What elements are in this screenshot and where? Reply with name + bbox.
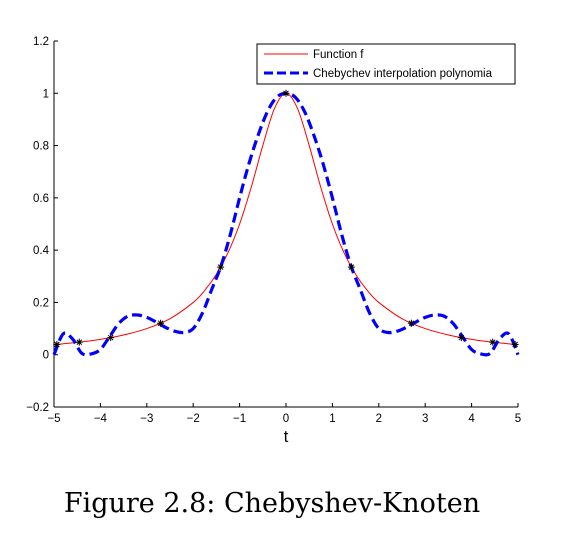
node-marker — [489, 338, 497, 346]
node-marker — [511, 340, 519, 348]
x-tick-label: −3 — [140, 413, 153, 425]
y-tick-label: 0.6 — [33, 193, 49, 205]
chart-legend: Function f Chebychev interpolation polyn… — [256, 43, 516, 85]
y-tick-label: 0 — [43, 350, 49, 362]
node-marker — [157, 319, 165, 327]
x-axis-label: t — [284, 427, 289, 446]
figure-caption: Figure 2.8: Chebyshev-Knoten — [64, 488, 480, 519]
node-marker — [347, 263, 355, 271]
y-tick-label: 0.4 — [33, 245, 50, 257]
x-tick-label: −5 — [47, 413, 60, 425]
node-marker — [53, 340, 61, 348]
node-marker — [107, 334, 115, 342]
y-tick-label: 1.2 — [33, 36, 49, 48]
x-tick-label: −4 — [94, 413, 108, 425]
x-tick-label: −1 — [233, 413, 246, 425]
node-marker — [75, 338, 83, 346]
node-marker — [282, 89, 290, 97]
tick-marks — [53, 40, 519, 408]
legend-box — [256, 43, 516, 85]
x-tick-label: 1 — [329, 413, 335, 425]
x-tick-label: 2 — [376, 413, 382, 425]
x-tick-label: −2 — [187, 413, 200, 425]
x-tick-label: 4 — [468, 413, 475, 425]
y-tick-label: 0.2 — [33, 297, 49, 309]
node-marker — [407, 319, 415, 327]
plot-area — [52, 89, 520, 357]
tick-labels: −5 −4 −3 −2 −1 0 1 2 3 4 5 −0.2 0 0.2 0.4 0.6 0.8 1 1.2 — [26, 36, 521, 425]
x-tick-label: 0 — [283, 413, 289, 425]
x-tick-label: 5 — [515, 413, 521, 425]
node-marker — [217, 263, 225, 271]
legend-label-chebychev: Chebychev interpolation polynomia — [313, 68, 493, 80]
y-tick-label: 0.8 — [33, 141, 49, 153]
node-marker — [457, 334, 465, 342]
y-tick-label: −0.2 — [26, 402, 49, 414]
x-tick-label: 3 — [422, 413, 428, 425]
y-tick-label: 1 — [43, 88, 49, 100]
legend-label-function-f: Function f — [313, 49, 364, 61]
interpolation-nodes — [53, 89, 519, 348]
